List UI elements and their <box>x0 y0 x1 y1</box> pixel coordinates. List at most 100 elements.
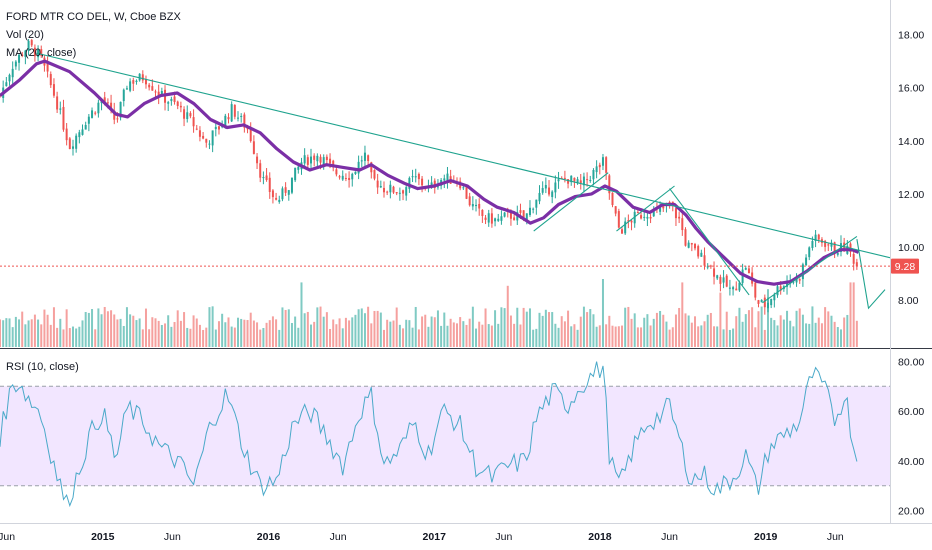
volume-bar <box>513 323 516 347</box>
candle-body <box>402 190 405 194</box>
volume-bar <box>703 321 706 347</box>
price-axis[interactable]: 8.00 10.00 12.00 14.00 16.00 18.00 <box>898 30 924 308</box>
volume-bar <box>84 312 87 347</box>
candle-body <box>684 229 687 246</box>
volume-bar <box>268 320 271 347</box>
volume-bar <box>687 315 690 347</box>
volume-bar <box>824 307 827 347</box>
candle-body <box>563 177 566 179</box>
candle-body <box>233 105 236 117</box>
volume-bar <box>230 326 233 347</box>
volume-bar <box>789 320 792 347</box>
volume-bar <box>817 317 820 347</box>
candle-body <box>766 302 769 309</box>
candle-body <box>189 113 192 117</box>
candle-body <box>786 281 789 287</box>
volume-bar <box>2 320 5 347</box>
candle-body <box>624 221 627 234</box>
candle-body <box>341 175 344 180</box>
volume-bar <box>684 313 687 347</box>
volume-bar <box>338 318 341 347</box>
candle-body <box>237 117 240 119</box>
volume-bar <box>290 322 293 347</box>
volume-bar <box>195 318 198 347</box>
volume-bar <box>855 320 858 347</box>
volume-bar <box>52 307 55 347</box>
candle-body <box>436 186 439 188</box>
volume-bar <box>275 319 278 347</box>
rsi-axis[interactable]: 20.00 40.00 60.00 80.00 <box>898 356 924 517</box>
volume-bar <box>189 328 192 347</box>
volume-bar <box>551 312 554 347</box>
volume-bar <box>167 315 170 347</box>
volume-bar <box>281 307 284 347</box>
candle-body <box>183 109 186 119</box>
candle-body <box>532 208 535 210</box>
candle-body <box>395 192 398 194</box>
candle-body <box>614 206 617 214</box>
candle-body <box>697 246 700 257</box>
volume-bar <box>427 326 430 347</box>
volume-bar <box>110 310 113 347</box>
volume-bar <box>322 316 325 347</box>
candle-body <box>122 89 125 102</box>
volume-bar <box>21 311 24 347</box>
rsi-band <box>0 386 890 486</box>
volume-bar <box>246 320 249 347</box>
candle-body <box>227 117 230 120</box>
volume-bar <box>313 321 316 347</box>
volume-bar <box>690 322 693 347</box>
candle-body <box>760 299 763 303</box>
candle-body <box>306 157 309 165</box>
candle-body <box>71 146 74 149</box>
volume-bar <box>468 318 471 347</box>
candle-body <box>830 242 833 247</box>
volume-bar <box>719 292 722 347</box>
volume-bar <box>433 317 436 347</box>
volume-bar <box>827 311 830 347</box>
volume-bar <box>538 312 541 347</box>
candle-body <box>579 180 582 184</box>
volume-bar <box>348 320 351 347</box>
candle-body <box>125 88 128 90</box>
candle-body <box>411 176 414 178</box>
volume-bar <box>198 324 201 347</box>
volume-bar <box>100 314 103 347</box>
candle-body <box>24 50 27 57</box>
volume-bar <box>455 323 458 347</box>
volume-bar <box>144 308 147 347</box>
volume-legend[interactable]: Vol (20) <box>6 29 44 41</box>
volume-bar <box>249 312 252 347</box>
candle-body <box>852 254 855 264</box>
volume-bar <box>106 311 109 347</box>
volume-bar <box>103 306 106 347</box>
candle-body <box>332 160 335 168</box>
volume-bar <box>65 309 68 347</box>
volume-bar <box>370 323 373 347</box>
candle-body <box>535 199 538 208</box>
volume-bar <box>674 314 677 347</box>
candle-body <box>525 213 528 220</box>
volume-bar <box>363 313 366 347</box>
volume-bar <box>18 319 21 347</box>
volume-bar <box>8 318 11 347</box>
ma-legend[interactable]: MA (20, close) <box>6 47 76 59</box>
rsi-legend[interactable]: RSI (10, close) <box>6 361 79 373</box>
candle-body <box>567 179 570 184</box>
candle-body <box>348 177 351 181</box>
time-tick-label: Jun <box>164 531 181 543</box>
volume-bar <box>173 322 176 347</box>
candle-body <box>605 157 608 173</box>
volume-bar <box>170 326 173 347</box>
symbol-legend[interactable]: FORD MTR CO DEL, W, Cboe BZX <box>6 11 181 23</box>
candle-body <box>421 178 424 186</box>
volume-bar <box>655 312 658 347</box>
volume-bar <box>557 327 560 347</box>
last-price-tag-label: 9.28 <box>895 261 916 273</box>
candle-body <box>202 135 205 139</box>
candle-body <box>719 276 722 284</box>
time-axis[interactable]: Jun 2015 Jun 2016 Jun 2017 Jun 2018 Jun 2019 Jun <box>0 531 844 543</box>
candle-body <box>405 187 408 196</box>
candle-body <box>91 110 94 118</box>
